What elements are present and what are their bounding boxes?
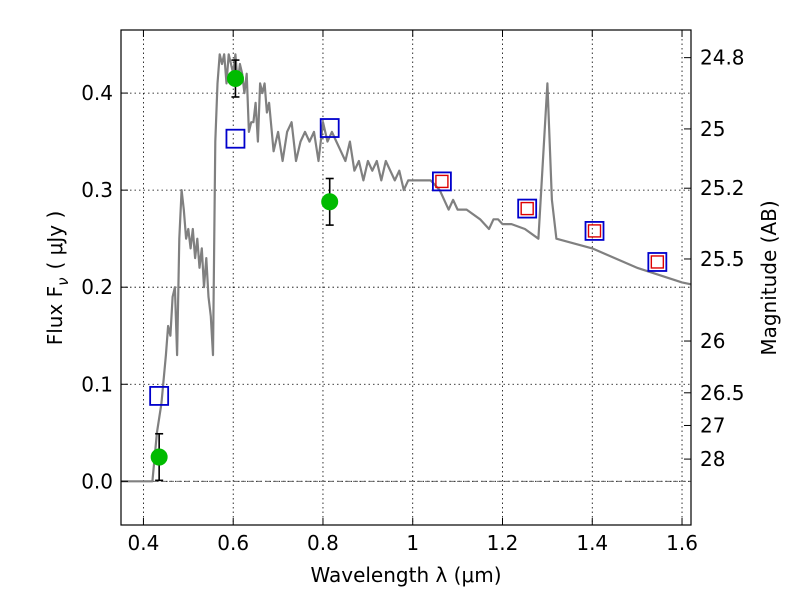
y-axis-right-label: Magnitude (AB) [757, 200, 781, 355]
y-tick-label-2: 0.2 [81, 275, 113, 299]
right-tick-label-2: 25.2 [700, 176, 745, 200]
right-tick-label-1: 25 [700, 117, 725, 141]
x-tick-label-5: 1.4 [576, 531, 608, 555]
x-tick-label-1: 0.6 [217, 531, 249, 555]
model-blue-square-3 [432, 171, 452, 192]
y-axis-label: Flux Fν ( μJy ) [43, 211, 72, 346]
x-tick-label-2: 0.8 [307, 531, 339, 555]
model-red-square-2 [587, 224, 602, 238]
x-axis-label: Wavelength λ (μm) [310, 563, 501, 587]
right-tick-label-4: 26 [700, 329, 725, 353]
right-tick-label-3: 25.5 [700, 247, 745, 271]
y-axis-label-main: Flux F [43, 286, 67, 345]
model-blue-square-2 [319, 118, 340, 138]
grid [121, 30, 691, 525]
x-tick-label-6: 1.6 [666, 531, 698, 555]
y-tick-label-4: 0.4 [81, 81, 113, 105]
model-blue-square-0 [149, 386, 170, 406]
right-tick-label-5: 26.5 [700, 381, 745, 405]
data-layer [121, 53, 692, 483]
model-sed-line [121, 53, 692, 483]
model-blue-square-4 [517, 198, 538, 219]
ticks: 0.4 0.6 0.8 1 1.2 1.4 1.6 0.0 0.1 0.2 0.3 0.4 24.8 25… [81, 30, 745, 555]
right-tick-label-7: 28 [700, 447, 725, 471]
y-tick-label-3: 0.3 [81, 178, 113, 202]
measured-point-0 [150, 448, 168, 466]
model-blue-square-6 [647, 252, 668, 272]
model-blue-square-1 [225, 128, 246, 149]
measured-point-2 [321, 193, 339, 211]
y-axis-label-unit: ( μJy ) [43, 211, 67, 270]
y-tick-label-1: 0.1 [81, 372, 113, 396]
plot-frame [120, 29, 692, 526]
y-tick-label-0: 0.0 [81, 469, 113, 493]
right-tick-label-0: 24.8 [700, 46, 745, 70]
model-red-square-1 [520, 201, 534, 216]
right-tick-label-6: 27 [700, 413, 725, 437]
svg-text:Flux Fν( μJy ): Flux Fν ( μJy ) [43, 211, 72, 346]
x-tick-label-0: 0.4 [128, 531, 160, 555]
y-axis-label-subscript: ν [54, 277, 72, 285]
model-blue-square-5 [584, 221, 605, 241]
x-tick-label-3: 1 [406, 531, 419, 555]
model-red-square-3 [650, 255, 665, 269]
model-red-square-0 [435, 174, 449, 189]
measured-point-1 [226, 70, 244, 88]
x-tick-label-4: 1.2 [487, 531, 519, 555]
